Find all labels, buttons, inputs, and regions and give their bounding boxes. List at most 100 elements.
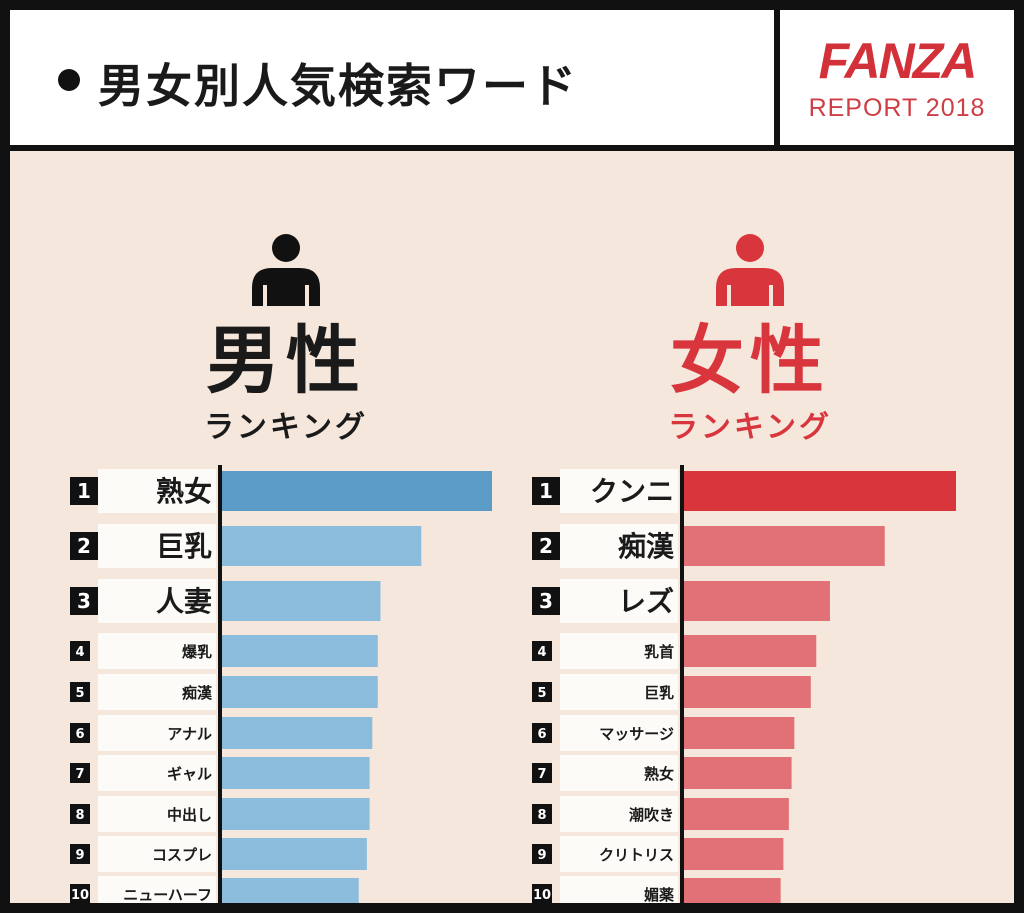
male-rank-number: 9 <box>75 848 84 863</box>
male-rank-box <box>70 532 98 560</box>
male-bar <box>220 676 378 708</box>
female-rank-box <box>532 532 560 560</box>
female-category-label: 巨乳 <box>644 684 674 702</box>
female-rank-box <box>532 587 560 615</box>
ranking-charts: 1 熟女 2 巨乳 3 人妻 4 爆乳 5 痴漢 6 アナル 7 ギャル 8 中出し 9 コスプレ 10 ニューハーフ… <box>70 465 956 903</box>
female-category-label: 熟女 <box>644 765 674 783</box>
female-label-bg <box>560 674 678 710</box>
male-label-bg <box>98 633 216 669</box>
male-bar <box>220 838 367 870</box>
male-title: 男性 <box>206 318 366 404</box>
male-rank-box <box>70 844 90 864</box>
female-rank-number: 3 <box>539 589 553 613</box>
male-rank-number: 7 <box>75 767 84 782</box>
male-label-bg <box>98 579 216 623</box>
female-category-label: レズ <box>618 585 674 618</box>
female-bar <box>682 717 795 749</box>
female-bar <box>682 878 781 903</box>
male-category-label: 熟女 <box>156 475 212 508</box>
male-rank-box <box>70 723 90 743</box>
male-category-label: 爆乳 <box>182 643 212 661</box>
female-category-label: マッサージ <box>599 725 674 743</box>
header: 男女別人気検索ワード FANZA REPORT 2018 <box>10 10 1014 151</box>
infographic-frame: 男女別人気検索ワード FANZA REPORT 2018 男性 ランキング 女性… <box>4 4 1020 909</box>
female-label-bg <box>560 796 678 832</box>
brand-logo: FANZA <box>818 33 978 89</box>
female-rank-number: 4 <box>537 645 546 660</box>
male-category-label: ギャル <box>167 765 212 783</box>
male-ranking-label: ランキング <box>203 410 369 445</box>
female-category-label: クリトリス <box>599 846 674 864</box>
male-rank-number: 2 <box>77 534 91 558</box>
male-bar <box>220 798 370 830</box>
female-rank-box <box>532 804 552 824</box>
male-label-bg <box>98 876 216 903</box>
male-rank-box <box>70 477 98 505</box>
female-category-label: 痴漢 <box>618 530 675 563</box>
male-bar <box>220 635 378 667</box>
female-label-bg <box>560 579 678 623</box>
female-rank-number: 2 <box>539 534 553 558</box>
female-bar <box>682 676 811 708</box>
male-label-bg <box>98 469 216 513</box>
brand-box: FANZA REPORT 2018 <box>780 10 1014 145</box>
female-rank-box <box>532 477 560 505</box>
male-rank-box <box>70 763 90 783</box>
female-rank-box <box>532 723 552 743</box>
female-label-bg <box>560 876 678 903</box>
male-rank-box <box>70 884 90 903</box>
male-bar <box>220 717 373 749</box>
male-category-label: コスプレ <box>152 846 212 864</box>
female-rank-number: 8 <box>537 808 546 823</box>
male-label-bg <box>98 524 216 568</box>
female-rank-box <box>532 641 552 661</box>
male-rank-number: 6 <box>75 727 84 742</box>
female-label-bg <box>560 755 678 791</box>
male-bar <box>220 878 359 903</box>
male-category-label: 中出し <box>167 806 212 824</box>
male-rank-box <box>70 804 90 824</box>
female-bar <box>682 838 784 870</box>
male-rank-number: 3 <box>77 589 91 613</box>
male-label-bg <box>98 755 216 791</box>
male-bar <box>220 581 381 621</box>
female-rank-number: 6 <box>537 727 546 742</box>
female-rank-number: 1 <box>539 479 553 503</box>
female-category-label: 乳首 <box>644 643 674 661</box>
male-category-label: 人妻 <box>156 585 212 618</box>
male-bar <box>220 757 370 789</box>
male-bar <box>220 526 422 566</box>
female-category-label: クンニ <box>590 475 674 508</box>
female-category-label: 潮吹き <box>629 806 674 824</box>
male-rank-number: 1 <box>77 479 91 503</box>
female-label-bg <box>560 524 678 568</box>
male-bar <box>220 471 492 511</box>
female-label-bg <box>560 469 678 513</box>
female-bar <box>682 635 817 667</box>
female-rank-number: 7 <box>537 767 546 782</box>
male-label-bg <box>98 715 216 751</box>
male-rank-number: 5 <box>75 686 84 701</box>
female-person-icon <box>716 234 784 306</box>
male-rank-box <box>70 682 90 702</box>
male-category-label: アナル <box>167 725 212 743</box>
female-bar <box>682 798 789 830</box>
female-label-bg <box>560 633 678 669</box>
male-label-bg <box>98 836 216 872</box>
male-category-label: ニューハーフ <box>123 886 212 903</box>
female-bar <box>682 471 956 511</box>
male-person-icon <box>252 234 320 306</box>
female-bar <box>682 757 792 789</box>
female-label-bg <box>560 715 678 751</box>
female-rank-box <box>532 884 552 903</box>
female-label-bg <box>560 836 678 872</box>
male-label-bg <box>98 674 216 710</box>
female-bar <box>682 581 830 621</box>
female-rank-box <box>532 844 552 864</box>
brand-subtitle: REPORT 2018 <box>808 94 986 122</box>
male-rank-box <box>70 641 90 661</box>
female-rank-box <box>532 682 552 702</box>
title-bullet <box>58 69 80 91</box>
female-ranking-label: ランキング <box>667 410 833 445</box>
male-rank-number: 10 <box>71 888 89 903</box>
